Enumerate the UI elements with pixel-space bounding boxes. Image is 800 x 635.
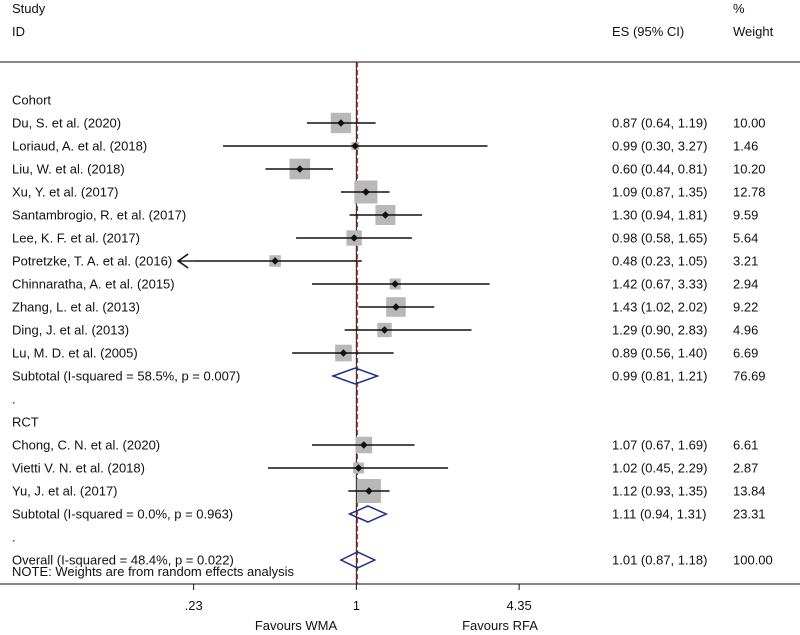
favours-right-label: Favours RFA [462, 618, 538, 633]
weight-text: 13.84 [733, 484, 766, 499]
weight-text: 76.69 [733, 369, 766, 384]
row-label: Zhang, L. et al. (2013) [12, 300, 140, 315]
row-label: Overall (I-squared = 48.4%, p = 0.022) [12, 553, 234, 568]
row-label: Ding, J. et al. (2013) [12, 323, 129, 338]
group-label: RCT [12, 415, 39, 430]
header-id: ID [12, 24, 25, 39]
row-label: Lee, K. F. et al. (2017) [12, 231, 140, 246]
effect-size-text: 1.01 (0.87, 1.18) [612, 553, 707, 568]
header-es: ES (95% CI) [612, 24, 684, 39]
row-label: Subtotal (I-squared = 58.5%, p = 0.007) [12, 369, 240, 384]
weight-text: 12.78 [733, 185, 766, 200]
row-label: Yu, J. et al. (2017) [12, 484, 118, 499]
effect-size-text: 0.99 (0.81, 1.21) [612, 369, 707, 384]
point-estimate [337, 119, 345, 127]
row-label: Liu, W. et al. (2018) [12, 162, 125, 177]
overall-diamond [339, 551, 377, 569]
header-weight: Weight [733, 24, 774, 39]
effect-size-text: 1.02 (0.45, 2.29) [612, 461, 707, 476]
effect-size-text: 0.98 (0.58, 1.65) [612, 231, 707, 246]
weight-text: 23.31 [733, 507, 766, 522]
note-text: NOTE: Weights are from random effects an… [12, 564, 295, 579]
weight-text: 6.61 [733, 438, 758, 453]
row-label: Subtotal (I-squared = 0.0%, p = 0.963) [12, 507, 233, 522]
header-study: Study [12, 1, 46, 16]
effect-size-text: 0.48 (0.23, 1.05) [612, 254, 707, 269]
x-tick-label: 4.35 [506, 598, 531, 613]
subtotal-diamond [330, 367, 380, 385]
effect-size-text: 0.99 (0.30, 3.27) [612, 139, 707, 154]
effect-size-text: 1.07 (0.67, 1.69) [612, 438, 707, 453]
x-tick-label: .23 [185, 598, 203, 613]
point-estimate [271, 257, 279, 265]
point-estimate [391, 280, 399, 288]
effect-size-text: 0.60 (0.44, 0.81) [612, 162, 707, 177]
subtotal-diamond [347, 505, 389, 523]
row-label: Potretzke, T. A. et al. (2016) [12, 254, 172, 269]
weight-text: 2.94 [733, 277, 758, 292]
effect-size-text: 1.09 (0.87, 1.35) [612, 185, 707, 200]
point-estimate [380, 326, 389, 334]
separator-dot: . [12, 530, 16, 545]
effect-size-text: 1.29 (0.90, 2.83) [612, 323, 707, 338]
effect-size-text: 1.11 (0.94, 1.31) [612, 507, 706, 522]
effect-size-text: 1.12 (0.93, 1.35) [612, 484, 707, 499]
favours-left-label: Favours WMA [255, 618, 338, 633]
weight-text: 10.20 [733, 162, 766, 177]
point-estimate [392, 303, 400, 311]
point-estimate [360, 441, 368, 449]
row-label: Vietti V. N. et al. (2018) [12, 461, 145, 476]
row-label: Chinnaratha, A. et al. (2015) [12, 277, 175, 292]
point-estimate [350, 234, 358, 242]
ci-truncation-arrow [176, 253, 189, 269]
weight-text: 1.46 [733, 139, 758, 154]
point-estimate [365, 487, 373, 495]
point-estimate [381, 211, 390, 219]
row-label: Chong, C. N. et al. (2020) [12, 438, 160, 453]
weight-text: 2.87 [733, 461, 758, 476]
effect-size-text: 1.30 (0.94, 1.81) [612, 208, 707, 223]
point-estimate [362, 188, 370, 196]
point-estimate [354, 464, 363, 472]
effect-size-text: 0.87 (0.64, 1.19) [612, 116, 707, 131]
point-estimate [339, 349, 348, 357]
header-weight-symbol: % [733, 1, 745, 16]
row-label: Santambrogio, R. et al. (2017) [12, 208, 186, 223]
x-tick-label: 1 [353, 598, 360, 613]
weight-text: 6.69 [733, 346, 758, 361]
effect-size-text: 1.42 (0.67, 3.33) [612, 277, 707, 292]
effect-size-text: 0.89 (0.56, 1.40) [612, 346, 707, 361]
point-estimate [296, 165, 304, 173]
separator-dot: . [12, 392, 16, 407]
point-estimate [351, 142, 360, 150]
weight-text: 10.00 [733, 116, 766, 131]
row-label: Loriaud, A. et al. (2018) [12, 139, 147, 154]
weight-text: 4.96 [733, 323, 758, 338]
effect-size-text: 1.43 (1.02, 2.02) [612, 300, 707, 315]
weight-text: 9.59 [733, 208, 758, 223]
group-label: Cohort [12, 93, 51, 108]
weight-text: 5.64 [733, 231, 758, 246]
weight-text: 100.00 [733, 553, 773, 568]
row-label: Du, S. et al. (2020) [12, 116, 121, 131]
row-label: Lu, M. D. et al. (2005) [12, 346, 138, 361]
row-label: Xu, Y. et al. (2017) [12, 185, 118, 200]
weight-text: 9.22 [733, 300, 758, 315]
weight-text: 3.21 [733, 254, 758, 269]
